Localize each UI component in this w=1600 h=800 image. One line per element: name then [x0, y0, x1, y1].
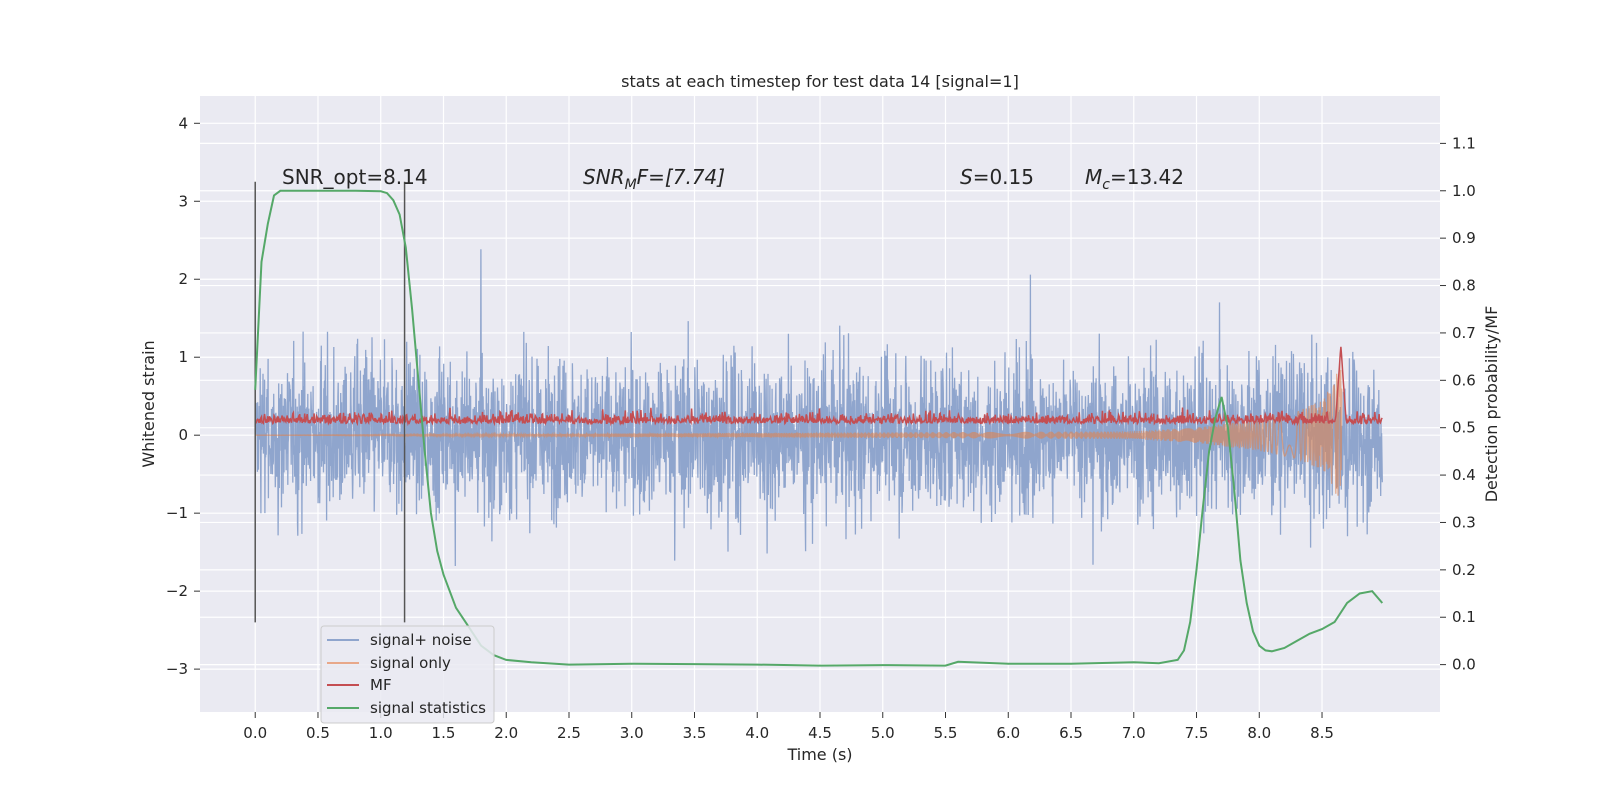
- y-tick-label-right: 0.5: [1452, 419, 1476, 437]
- x-tick-label: 6.5: [1059, 724, 1083, 742]
- y-tick-label-left: −2: [166, 582, 188, 600]
- s-italic: S: [960, 165, 973, 189]
- legend-label-mf: MF: [370, 676, 392, 694]
- y-tick-label-right: 1.0: [1452, 182, 1476, 200]
- y-tick-label-right: 0.4: [1452, 466, 1476, 484]
- series-signal-noise: [254, 249, 1383, 567]
- annotation-snr-opt: SNR_opt=8.14: [282, 165, 428, 189]
- y-tick-label-right: 0.7: [1452, 324, 1476, 342]
- x-tick-label: 5.0: [871, 724, 895, 742]
- x-tick-label: 7.5: [1185, 724, 1209, 742]
- y-tick-label-right: 0.6: [1452, 371, 1476, 389]
- x-tick-label: 0.0: [243, 724, 267, 742]
- x-tick-label: 1.5: [432, 724, 456, 742]
- y-tick-label-left: 4: [178, 114, 188, 132]
- x-tick-label: 2.0: [494, 724, 518, 742]
- snr-mf-sub: M: [625, 177, 637, 193]
- legend-box: [320, 625, 495, 724]
- series-layer: [254, 181, 1384, 667]
- mc-value: =13.42: [1110, 165, 1184, 189]
- series-signal-statistics: [254, 189, 1384, 667]
- y-tick-label-left: 2: [178, 270, 188, 288]
- y-tick-label-left: 3: [178, 192, 188, 210]
- series-mf: [254, 346, 1383, 427]
- annotation-snr-mf: SNRMF=[7.74]: [583, 165, 725, 193]
- x-tick-label: 5.5: [934, 724, 958, 742]
- series-signal-only: [255, 361, 1343, 496]
- s-value: =0.15: [973, 165, 1034, 189]
- chart-title: stats at each timestep for test data 14 …: [621, 72, 1019, 91]
- y-tick-label-right: 0.9: [1452, 229, 1476, 247]
- x-tick-label: 8.5: [1310, 724, 1334, 742]
- legend: signal+ noise signal only MF signal stat…: [320, 625, 495, 724]
- x-tick-label: 7.0: [1122, 724, 1146, 742]
- x-tick-label: 6.0: [996, 724, 1020, 742]
- x-tick-label: 0.5: [306, 724, 330, 742]
- y-tick-label-right: 0.1: [1452, 608, 1476, 626]
- x-tick-label: 3.0: [620, 724, 644, 742]
- y-axis-label-right: Detection probability/MF: [1482, 306, 1501, 503]
- mc-italic: M: [1085, 165, 1102, 189]
- x-tick-label: 4.0: [745, 724, 769, 742]
- snr-mf-suffix: F=[7.74]: [637, 165, 725, 189]
- y-axis-label-left: Whitened strain: [139, 340, 158, 467]
- x-tick-label: 2.5: [557, 724, 581, 742]
- annotation-mc: Mc=13.42: [1085, 165, 1184, 193]
- annotation-s: S=0.15: [960, 165, 1034, 189]
- y-tick-label-left: 1: [178, 348, 188, 366]
- x-tick-label: 3.5: [683, 724, 707, 742]
- x-axis-label: Time (s): [786, 745, 852, 764]
- mc-sub: c: [1102, 177, 1110, 193]
- y-tick-label-right: 0.3: [1452, 513, 1476, 531]
- y-tick-label-right: 0.2: [1452, 561, 1476, 579]
- ticks-layer: 0.0 0.5 1.0 1.5 2.0 2.5 3.0 3.5 4.0 4.5 5.0 5.5 6.0 6…: [166, 114, 1476, 742]
- y-tick-label-right: 0.8: [1452, 277, 1476, 295]
- snr-mf-prefix: SNR: [583, 165, 625, 189]
- legend-label-signal-statistics: signal statistics: [370, 699, 486, 717]
- y-tick-label-left: −1: [166, 504, 188, 522]
- y-tick-label-right: 0.0: [1452, 656, 1476, 674]
- y-tick-label-right: 1.1: [1452, 134, 1476, 152]
- x-tick-label: 4.5: [808, 724, 832, 742]
- y-tick-label-left: 0: [178, 426, 188, 444]
- x-tick-label: 8.0: [1247, 724, 1271, 742]
- legend-label-signal-noise: signal+ noise: [370, 631, 472, 649]
- x-tick-label: 1.0: [369, 724, 393, 742]
- legend-label-signal-only: signal only: [370, 654, 451, 672]
- y-tick-label-left: −3: [166, 660, 188, 678]
